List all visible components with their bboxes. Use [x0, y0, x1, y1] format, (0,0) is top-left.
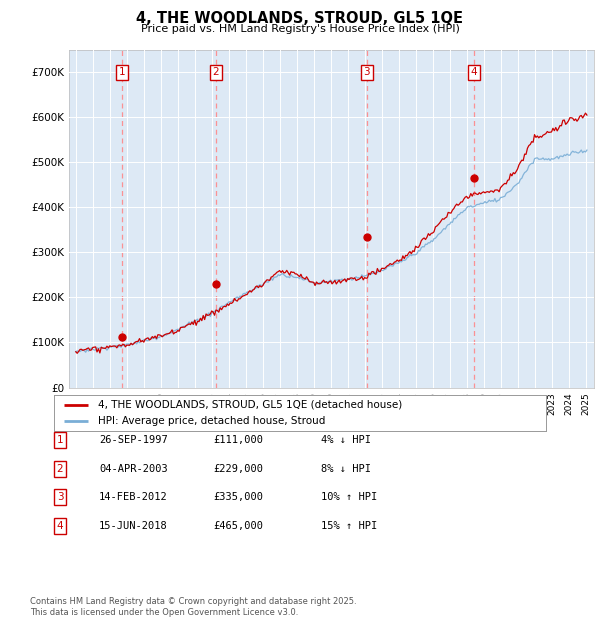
- Text: HPI: Average price, detached house, Stroud: HPI: Average price, detached house, Stro…: [98, 416, 326, 426]
- Text: 4, THE WOODLANDS, STROUD, GL5 1QE: 4, THE WOODLANDS, STROUD, GL5 1QE: [137, 11, 464, 26]
- Text: 4: 4: [56, 521, 64, 531]
- Text: £465,000: £465,000: [213, 521, 263, 531]
- Text: 14-FEB-2012: 14-FEB-2012: [99, 492, 168, 502]
- Text: 04-APR-2003: 04-APR-2003: [99, 464, 168, 474]
- Text: Price paid vs. HM Land Registry's House Price Index (HPI): Price paid vs. HM Land Registry's House …: [140, 24, 460, 33]
- Text: £335,000: £335,000: [213, 492, 263, 502]
- Text: 15-JUN-2018: 15-JUN-2018: [99, 521, 168, 531]
- Text: 1: 1: [119, 67, 125, 77]
- Text: 4: 4: [471, 67, 478, 77]
- Text: 10% ↑ HPI: 10% ↑ HPI: [321, 492, 377, 502]
- Text: 2: 2: [212, 67, 219, 77]
- Text: £111,000: £111,000: [213, 435, 263, 445]
- Text: Contains HM Land Registry data © Crown copyright and database right 2025.
This d: Contains HM Land Registry data © Crown c…: [30, 598, 356, 617]
- Text: 3: 3: [364, 67, 370, 77]
- Text: 1: 1: [56, 435, 64, 445]
- Text: 15% ↑ HPI: 15% ↑ HPI: [321, 521, 377, 531]
- Text: £229,000: £229,000: [213, 464, 263, 474]
- Text: 2: 2: [56, 464, 64, 474]
- Text: 26-SEP-1997: 26-SEP-1997: [99, 435, 168, 445]
- Text: 3: 3: [56, 492, 64, 502]
- Text: 4, THE WOODLANDS, STROUD, GL5 1QE (detached house): 4, THE WOODLANDS, STROUD, GL5 1QE (detac…: [98, 400, 403, 410]
- Text: 4% ↓ HPI: 4% ↓ HPI: [321, 435, 371, 445]
- Text: 8% ↓ HPI: 8% ↓ HPI: [321, 464, 371, 474]
